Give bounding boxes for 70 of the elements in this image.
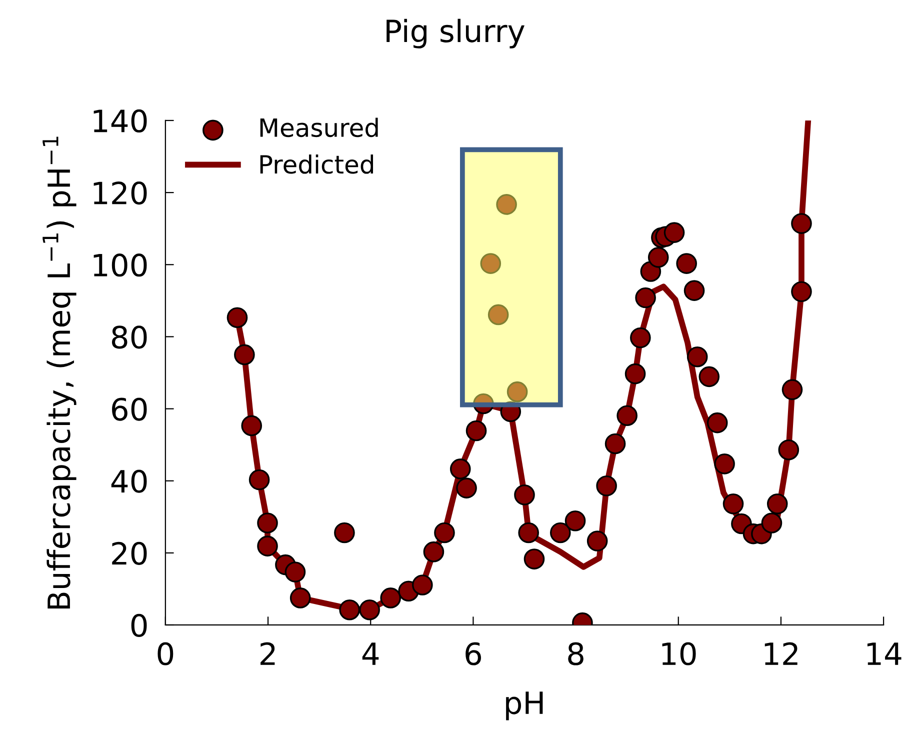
x-tick-label: 0 [158, 642, 174, 666]
point [359, 599, 380, 620]
point [234, 344, 255, 366]
point [761, 512, 782, 534]
point [664, 222, 685, 243]
x-tick-label: 14 [867, 642, 902, 665]
point [248, 469, 270, 490]
point [334, 522, 355, 544]
point [466, 420, 487, 442]
point [791, 213, 812, 234]
point [434, 522, 455, 544]
x-tick-label: 10 [662, 642, 696, 666]
point [524, 548, 545, 570]
point [339, 599, 360, 620]
y-tick-label: 20 [112, 542, 147, 565]
point [791, 281, 812, 302]
chart-title: Pig slurry [386, 18, 524, 48]
point [550, 522, 571, 544]
point [766, 494, 788, 514]
point [480, 253, 502, 274]
point [706, 412, 728, 434]
point [284, 562, 306, 582]
point [624, 363, 646, 384]
point [456, 478, 477, 498]
point [604, 433, 626, 454]
y-tick-label: 80 [112, 326, 147, 349]
y-tick-label: 0 [131, 614, 147, 638]
point [506, 381, 528, 402]
point [596, 475, 617, 496]
y-tick-label: 120 [94, 181, 147, 205]
x-tick-label: 6 [466, 642, 481, 666]
legend-label: Measured [260, 118, 378, 138]
point [290, 588, 311, 608]
point [564, 510, 586, 532]
point [782, 379, 803, 400]
y-tick-label: 60 [112, 398, 147, 421]
point [676, 253, 697, 274]
x-axis-title: pH [506, 692, 543, 720]
point [686, 346, 708, 368]
point [778, 439, 800, 460]
point [648, 247, 669, 268]
point [714, 454, 735, 474]
point [630, 327, 651, 348]
y-tick-label: 140 [94, 109, 147, 133]
point [514, 484, 535, 506]
point [257, 536, 278, 556]
point [496, 194, 517, 215]
point [241, 415, 262, 436]
point [226, 307, 248, 328]
point [257, 512, 278, 534]
point [684, 280, 705, 301]
point [616, 405, 638, 426]
y-tick-label: 40 [111, 470, 147, 493]
legend-label: Predicted [260, 154, 374, 174]
point [488, 304, 509, 326]
x-tick-label: 4 [362, 642, 379, 665]
point [450, 458, 471, 480]
point [423, 541, 444, 562]
point [635, 287, 656, 308]
point [698, 366, 720, 388]
point [518, 522, 540, 544]
x-tick-label: 8 [568, 642, 584, 666]
x-tick-label: 2 [260, 642, 275, 665]
point [722, 494, 744, 514]
y-axis-title: Buffercapacity, (meq L$^{−1}$) pH$^{−1}$ [42, 136, 76, 609]
point [412, 574, 433, 596]
y-tick-label: 100 [94, 254, 147, 277]
point [380, 588, 402, 608]
x-tick-label: 12 [764, 642, 798, 665]
point [586, 530, 608, 552]
